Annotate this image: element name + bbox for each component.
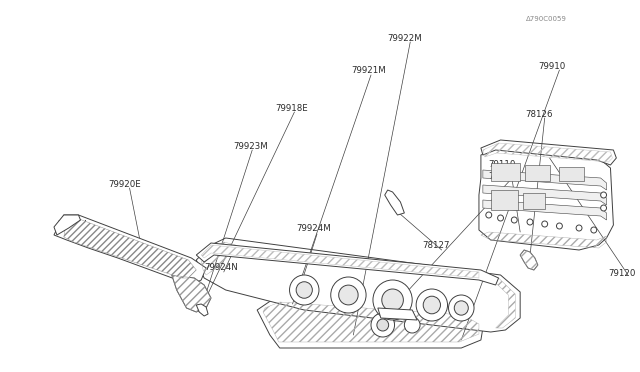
- Circle shape: [591, 227, 596, 233]
- Polygon shape: [172, 275, 211, 312]
- Circle shape: [486, 212, 492, 218]
- Text: 79923M: 79923M: [234, 141, 268, 151]
- Circle shape: [541, 221, 548, 227]
- Polygon shape: [378, 308, 417, 320]
- Polygon shape: [523, 193, 545, 209]
- Circle shape: [382, 289, 403, 311]
- Circle shape: [497, 215, 504, 221]
- Circle shape: [423, 296, 440, 314]
- Polygon shape: [257, 298, 483, 348]
- Polygon shape: [491, 190, 518, 210]
- Polygon shape: [196, 304, 208, 316]
- Polygon shape: [479, 148, 613, 250]
- Polygon shape: [483, 170, 607, 190]
- Circle shape: [377, 319, 388, 331]
- Polygon shape: [559, 167, 584, 181]
- Circle shape: [449, 295, 474, 321]
- Text: 79918E: 79918E: [275, 103, 308, 112]
- Polygon shape: [54, 215, 206, 285]
- Polygon shape: [196, 238, 520, 332]
- Text: 79921J: 79921J: [57, 219, 86, 228]
- Text: Δ790C0059: Δ790C0059: [526, 16, 567, 22]
- Circle shape: [339, 285, 358, 305]
- Circle shape: [454, 301, 468, 315]
- Circle shape: [373, 280, 412, 320]
- Text: 79921M: 79921M: [351, 65, 386, 74]
- Text: 78126: 78126: [525, 109, 552, 119]
- Polygon shape: [491, 163, 520, 181]
- Text: 79400: 79400: [489, 171, 516, 180]
- Polygon shape: [520, 250, 538, 270]
- Polygon shape: [483, 200, 607, 220]
- Polygon shape: [54, 215, 81, 235]
- Text: 79922M: 79922M: [388, 33, 422, 42]
- Circle shape: [556, 223, 563, 229]
- Circle shape: [601, 205, 607, 211]
- Text: 78127: 78127: [422, 241, 449, 250]
- Text: 79924N: 79924N: [204, 263, 238, 273]
- Polygon shape: [196, 243, 499, 285]
- Circle shape: [371, 313, 394, 337]
- Circle shape: [296, 282, 312, 298]
- Circle shape: [331, 277, 366, 313]
- Circle shape: [289, 275, 319, 305]
- Circle shape: [404, 317, 420, 333]
- Text: 79110: 79110: [489, 160, 516, 169]
- Circle shape: [576, 225, 582, 231]
- Circle shape: [416, 289, 447, 321]
- Text: 79920E: 79920E: [108, 180, 141, 189]
- Text: 79120: 79120: [609, 269, 636, 279]
- Text: 79910: 79910: [538, 61, 565, 71]
- Polygon shape: [481, 140, 616, 165]
- Circle shape: [511, 217, 517, 223]
- Circle shape: [601, 192, 607, 198]
- Polygon shape: [483, 185, 607, 205]
- Polygon shape: [385, 190, 404, 215]
- Text: 79924M: 79924M: [296, 224, 331, 232]
- Polygon shape: [525, 165, 550, 181]
- Polygon shape: [64, 218, 196, 278]
- Circle shape: [527, 219, 533, 225]
